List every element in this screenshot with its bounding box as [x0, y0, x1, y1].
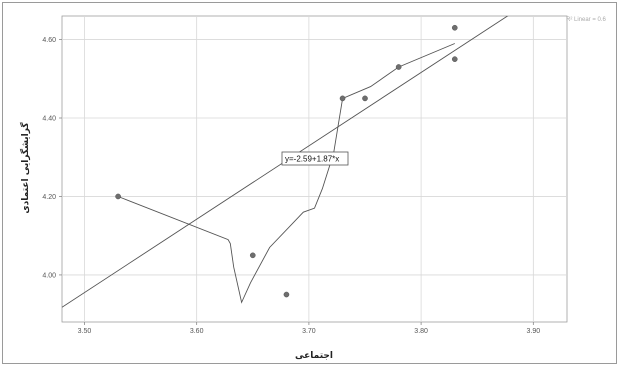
y-tick-label: 4.20 — [42, 194, 56, 201]
fit-lines — [62, 16, 509, 308]
data-point — [283, 291, 290, 298]
data-point — [395, 64, 402, 70]
data-point — [362, 95, 368, 102]
data-point — [451, 56, 458, 62]
fit-equation-text: y=-2.59+1.87*x — [285, 155, 339, 164]
linear-fit-line — [62, 16, 509, 308]
plot-area — [61, 15, 568, 323]
fit-equation-box — [281, 151, 349, 166]
x-tick-label: 3.80 — [414, 328, 428, 335]
x-tick-label: 3.90 — [527, 328, 541, 335]
grid — [59, 16, 567, 325]
data-point — [339, 95, 346, 102]
y-axis-title: گرایشگرایی اعتمادی — [19, 122, 31, 214]
x-tick-label: 3.70 — [302, 328, 316, 335]
data-point — [249, 252, 256, 259]
y-tick-label: 4.00 — [42, 272, 56, 279]
y-tick-label: 4.60 — [42, 37, 56, 44]
data-point — [451, 24, 458, 31]
x-tick-label: 3.50 — [78, 328, 92, 335]
y-tick-label: 4.40 — [42, 116, 56, 123]
x-tick-label: 3.60 — [190, 328, 204, 335]
loess-fit-line — [117, 43, 455, 304]
x-axis-title: اجتماعی — [295, 351, 333, 361]
data-points — [115, 24, 458, 298]
tick-labels: 3.50 3.60 3.70 3.80 3.90 4.00 4.20 4.40 4.60 — [42, 37, 540, 335]
data-point — [115, 193, 121, 200]
r2-legend-label: R² Linear = 0.6 — [566, 17, 607, 23]
fit-equation-label: y=-2.59+1.87*x — [281, 151, 349, 166]
